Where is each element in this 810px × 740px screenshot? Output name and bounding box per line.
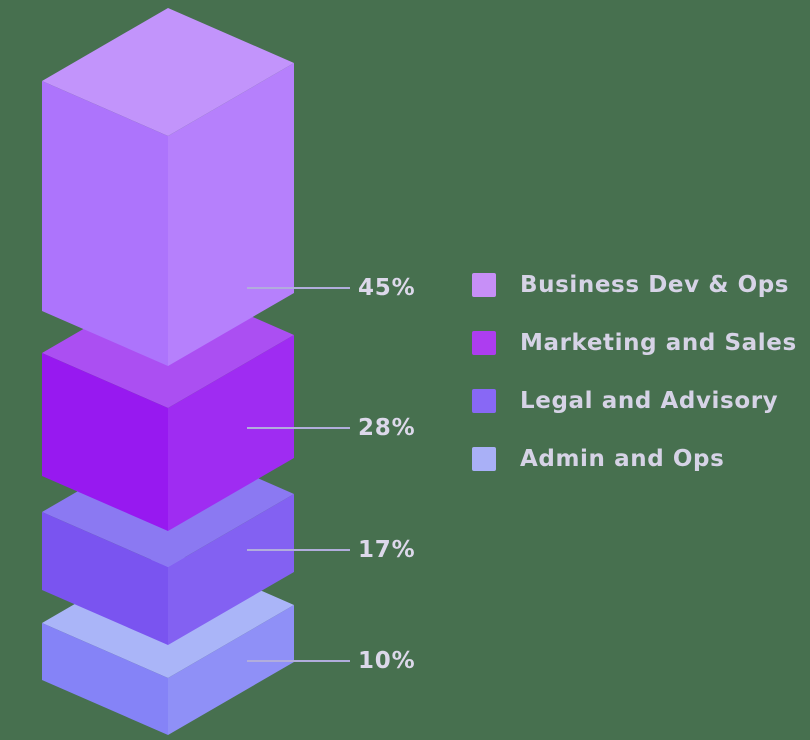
percent-label-admin-ops: 10% bbox=[358, 648, 416, 674]
percent-label-legal-advisory: 17% bbox=[358, 537, 416, 563]
legend-swatch-marketing-sales bbox=[472, 331, 496, 355]
legend-label-marketing-sales: Marketing and Sales bbox=[520, 330, 797, 356]
face-top bbox=[42, 8, 294, 136]
legend: Business Dev & Ops Marketing and Sales L… bbox=[472, 272, 797, 505]
legend-swatch-admin-ops bbox=[472, 447, 496, 471]
legend-swatch-business-dev-ops bbox=[472, 273, 496, 297]
legend-item-legal-advisory: Legal and Advisory bbox=[472, 388, 797, 414]
legend-label-legal-advisory: Legal and Advisory bbox=[520, 388, 779, 414]
face-right bbox=[168, 494, 294, 645]
legend-item-admin-ops: Admin and Ops bbox=[472, 446, 797, 472]
legend-label-business-dev-ops: Business Dev & Ops bbox=[520, 272, 790, 298]
legend-item-business-dev-ops: Business Dev & Ops bbox=[472, 272, 797, 298]
face-right bbox=[168, 63, 294, 366]
face-left bbox=[42, 353, 168, 531]
bar-segment-0 bbox=[42, 8, 294, 366]
legend-item-marketing-sales: Marketing and Sales bbox=[472, 330, 797, 356]
face-left bbox=[42, 623, 168, 735]
face-right bbox=[168, 335, 294, 531]
legend-label-admin-ops: Admin and Ops bbox=[520, 446, 725, 472]
percent-label-marketing-sales: 28% bbox=[358, 415, 416, 441]
face-left bbox=[42, 512, 168, 645]
face-left bbox=[42, 81, 168, 366]
percent-label-business-dev-ops: 45% bbox=[358, 275, 416, 301]
face-right bbox=[168, 605, 294, 735]
legend-swatch-legal-advisory bbox=[472, 389, 496, 413]
